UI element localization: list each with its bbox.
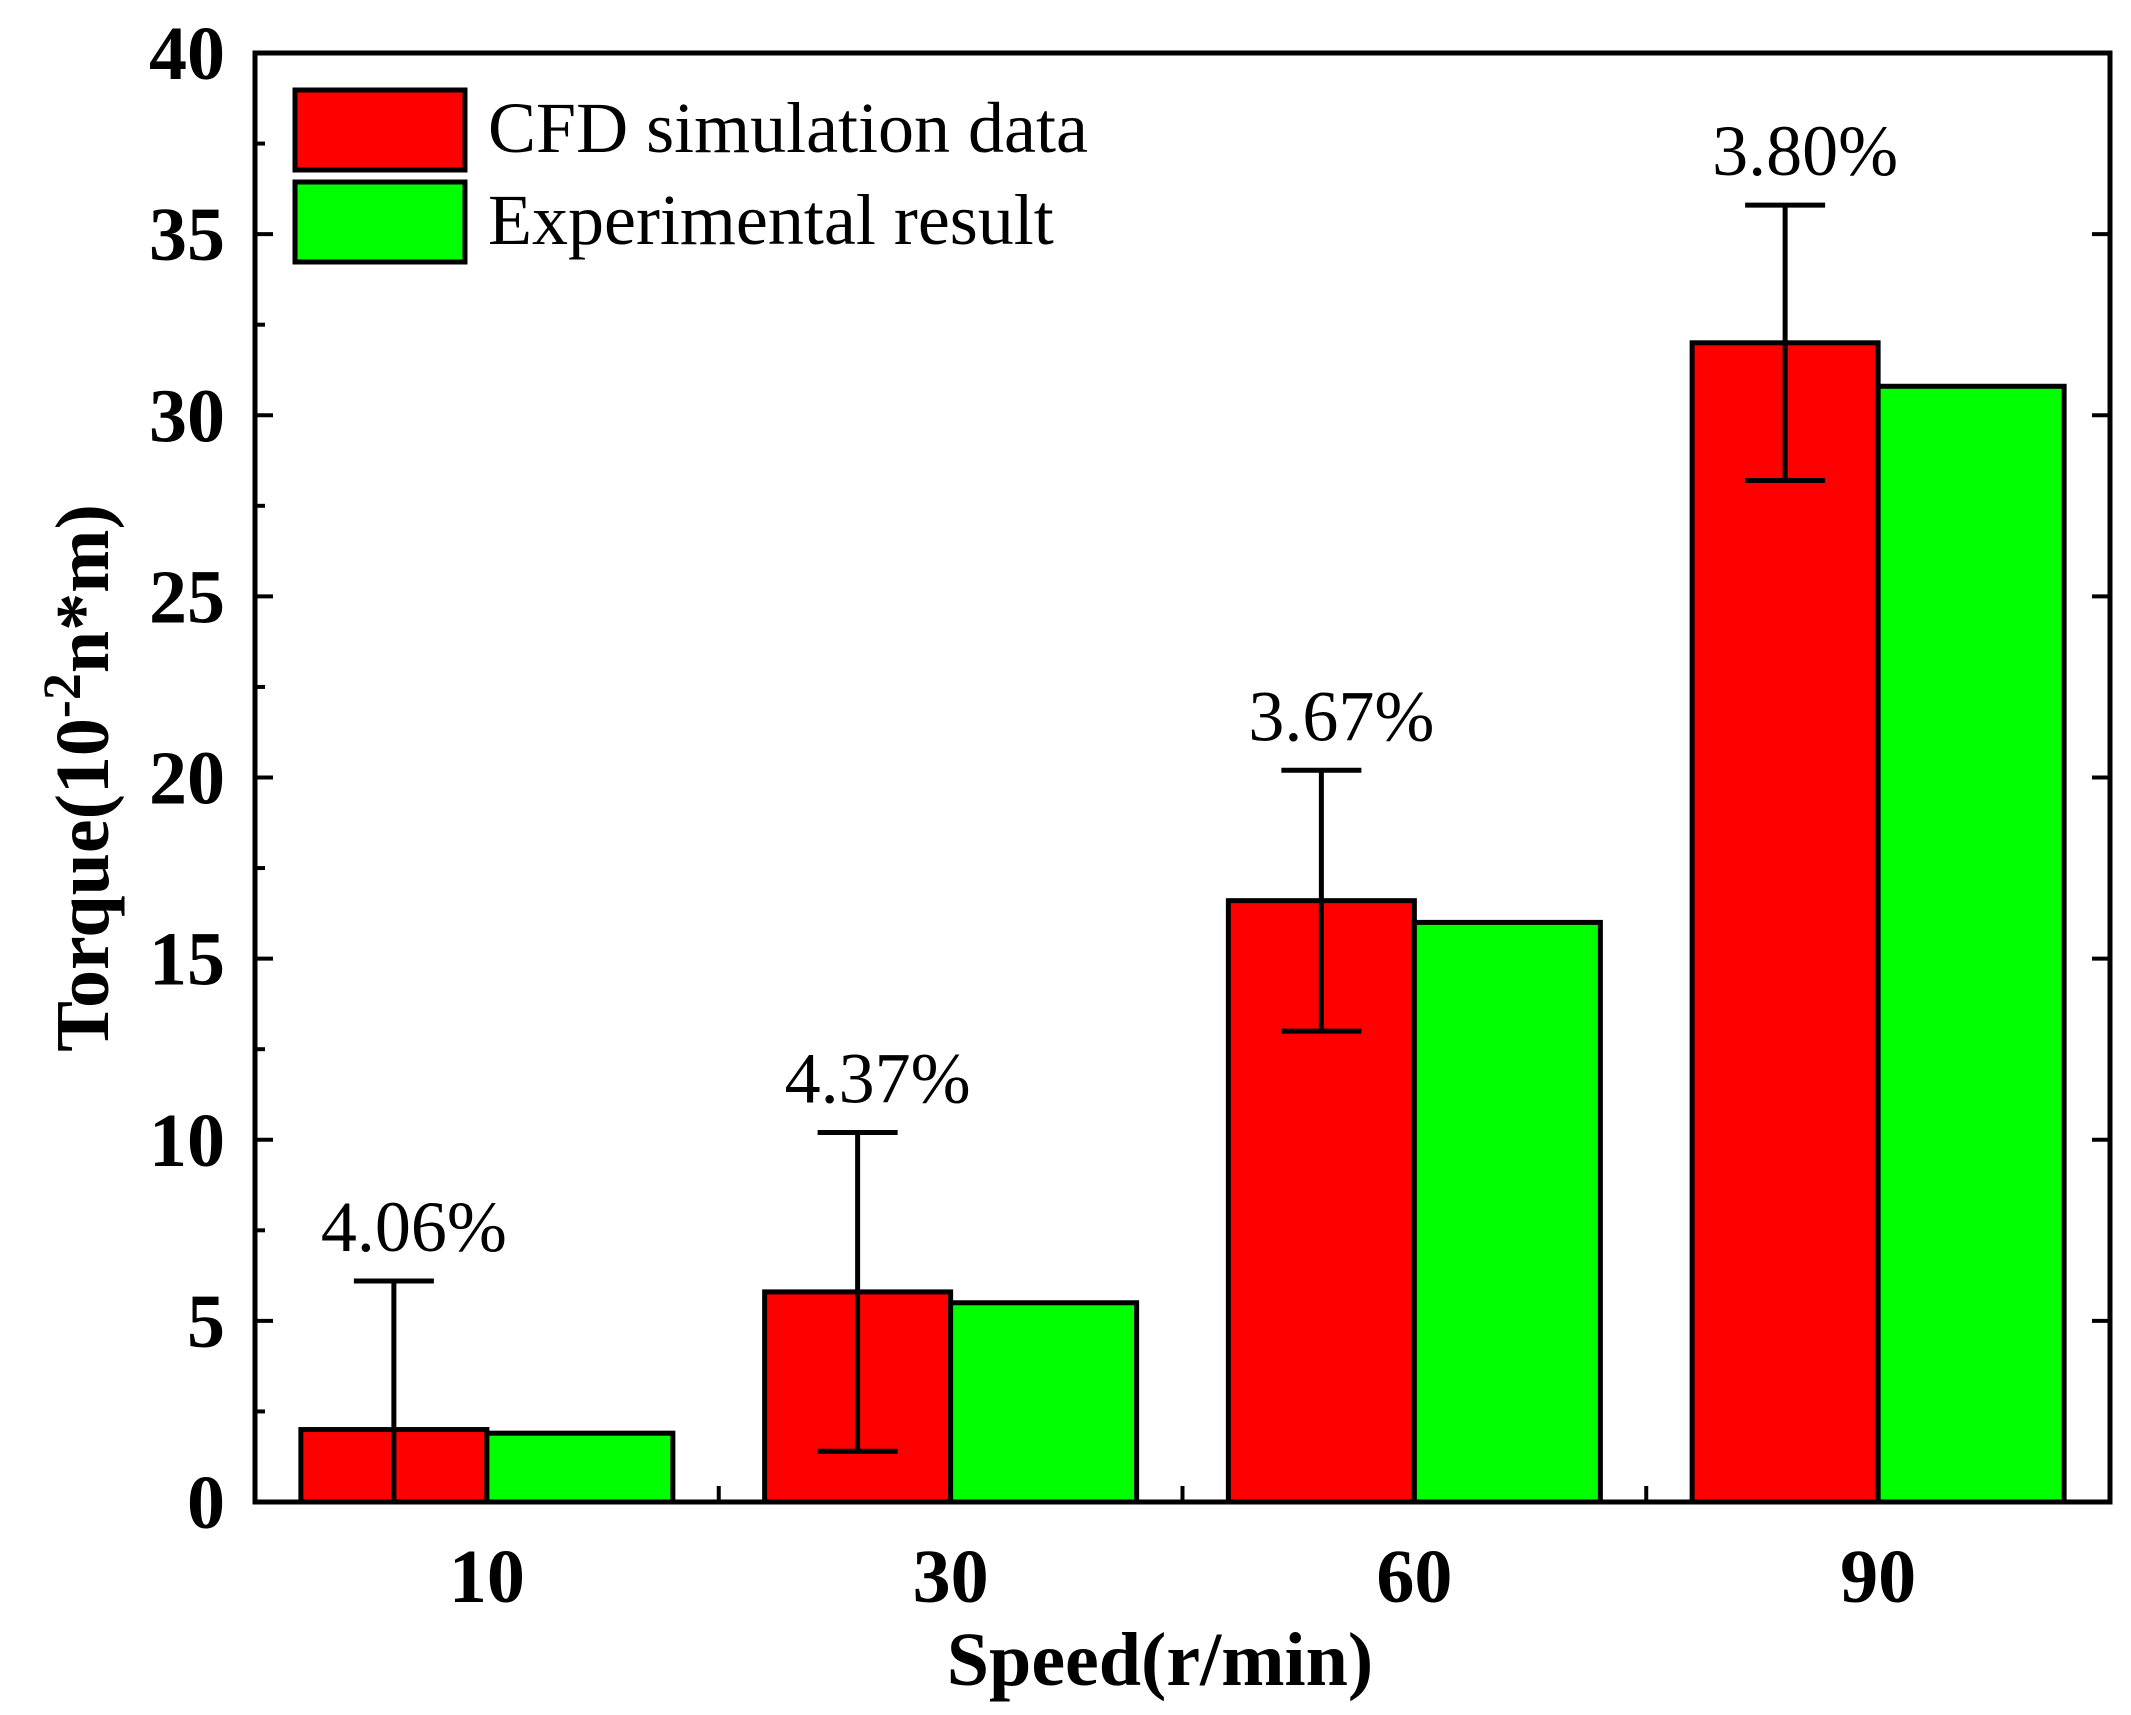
legend-swatch-experimental <box>292 179 468 265</box>
error-bars-layer <box>353 202 1826 1502</box>
bar-experimental-10 <box>484 1430 676 1505</box>
x-tick-label-90: 90 <box>1840 1535 1916 1619</box>
error-label-30: 4.37% <box>785 1039 971 1119</box>
bar-cfd-90 <box>1689 340 1881 1505</box>
y-tick-label: 35 <box>149 193 225 277</box>
y-axis: 0 5 10 15 20 25 30 35 40 <box>149 12 2110 1545</box>
y-tick-label: 10 <box>149 1099 225 1183</box>
y-tick-label: 25 <box>149 555 225 639</box>
x-tick-label-10: 10 <box>449 1535 525 1619</box>
bars-layer <box>298 340 2067 1505</box>
y-tick-label: 15 <box>149 918 225 1002</box>
legend: CFD simulation data Experimental result <box>292 87 1088 265</box>
bar-experimental-30 <box>948 1300 1140 1505</box>
y-tick-label: 5 <box>187 1280 225 1364</box>
x-tick-label-60: 60 <box>1376 1535 1452 1619</box>
x-axis-title: Speed(r/min) <box>947 1618 1373 1702</box>
bar-experimental-90 <box>1875 383 2067 1505</box>
y-tick-label: 20 <box>149 737 225 821</box>
legend-label-experimental: Experimental result <box>488 180 1054 260</box>
legend-swatch-cfd <box>292 87 468 173</box>
error-label-60: 3.67% <box>1248 676 1434 756</box>
legend-label-cfd: CFD simulation data <box>488 88 1088 168</box>
error-label-90: 3.80% <box>1712 111 1898 191</box>
error-label-10: 4.06% <box>321 1187 507 1267</box>
y-axis-title: Torque(10-2n*m) <box>32 504 125 1052</box>
y-tick-label: 0 <box>187 1461 225 1545</box>
x-tick-label-30: 30 <box>913 1535 989 1619</box>
y-tick-label: 40 <box>149 12 225 96</box>
bar-experimental-60 <box>1411 919 1603 1505</box>
x-axis: 10 30 60 90 <box>449 1486 1916 1619</box>
y-tick-label: 30 <box>149 374 225 458</box>
annotations-layer: 4.06% 4.37% 3.67% 3.80% <box>321 111 1898 1267</box>
